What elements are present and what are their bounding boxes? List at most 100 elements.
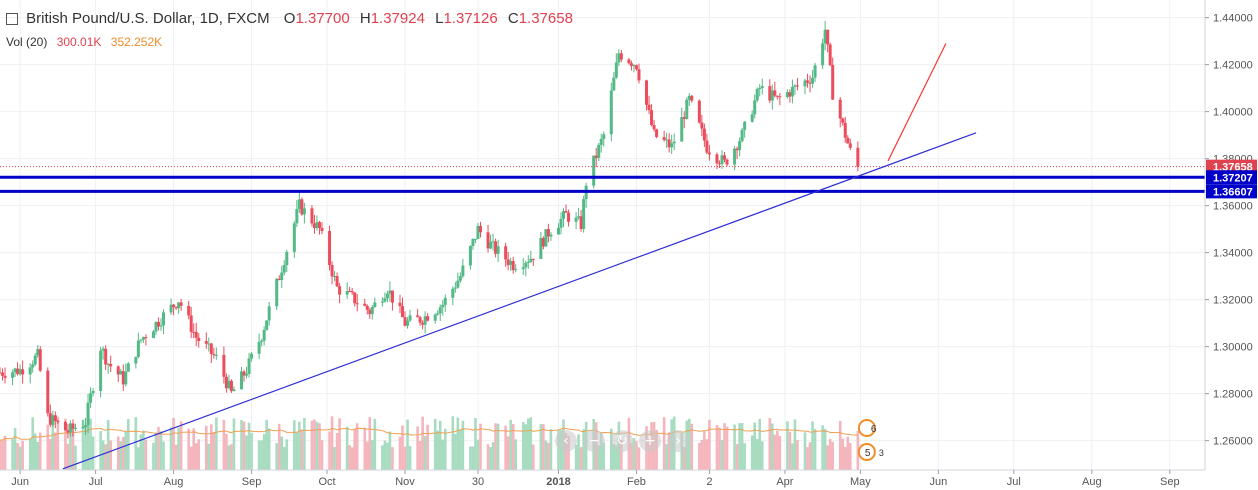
candle-body: [257, 341, 261, 354]
volume-bar: [733, 424, 736, 470]
candle-body: [627, 59, 631, 64]
candle-body: [486, 232, 490, 249]
candle-body: [753, 100, 757, 115]
volume-bar: [577, 434, 580, 470]
volume-bar: [708, 419, 711, 470]
volume-bar: [720, 440, 724, 470]
time-tick-label: Oct: [318, 476, 335, 488]
trendline: [887, 43, 947, 162]
volume-bar: [348, 445, 351, 470]
volume-bar: [597, 445, 601, 470]
volume-bar: [474, 417, 477, 470]
volume-bar: [740, 423, 744, 470]
volume-bar: [247, 422, 251, 470]
volume-bar: [514, 439, 518, 470]
volume-bar: [451, 416, 455, 470]
volume-bar: [599, 432, 603, 470]
volume-bar: [66, 443, 70, 470]
candle-body: [478, 225, 482, 233]
candle-body: [687, 95, 691, 100]
extra-event-count: 3: [879, 448, 884, 458]
volume-bar: [31, 417, 35, 470]
candle-body: [151, 331, 155, 339]
candle-body: [665, 139, 669, 141]
candle-body: [71, 423, 75, 429]
candle-body: [169, 304, 173, 313]
candle-body: [421, 322, 425, 325]
candle-body: [189, 315, 193, 332]
volume-bar: [303, 418, 306, 470]
volume-bar: [227, 445, 231, 470]
volume-bar: [803, 432, 807, 470]
us-flag-icon: [857, 443, 876, 461]
candle-body: [473, 238, 477, 240]
candle-body: [363, 303, 367, 306]
scroll-left-icon[interactable]: ‹: [555, 430, 577, 452]
financial-instrument-icon[interactable]: [6, 13, 18, 26]
volume-bar: [574, 444, 578, 470]
zoom-out-icon[interactable]: −: [583, 430, 605, 452]
volume-bar: [791, 443, 794, 470]
candle-body: [141, 337, 145, 340]
volume-bar: [18, 446, 22, 470]
volume-bar: [212, 432, 216, 470]
candle-body: [655, 129, 659, 138]
volume-bar: [529, 417, 533, 470]
volume-bar: [504, 425, 507, 470]
volume-bar: [242, 421, 246, 470]
candle-body: [579, 216, 583, 230]
candle-body: [735, 148, 739, 151]
volume-bar: [365, 441, 369, 470]
candle-body: [53, 415, 57, 421]
time-tick-label: Sep: [1160, 476, 1180, 488]
volume-bar: [368, 417, 372, 470]
candle-body: [297, 199, 301, 209]
volume-bar: [159, 431, 163, 470]
volume-bar: [225, 433, 228, 470]
candle-body: [403, 317, 407, 326]
volume-bar: [489, 446, 492, 470]
volume-bar: [848, 442, 852, 470]
candle-body: [511, 261, 515, 271]
volume-bar: [690, 423, 694, 470]
candle-body: [300, 199, 304, 215]
candle-body: [18, 369, 22, 375]
candle-body: [599, 138, 603, 145]
volume-bar: [771, 423, 774, 470]
scroll-right-icon[interactable]: ›: [667, 430, 689, 452]
candle-body: [556, 227, 560, 235]
candle-body: [260, 340, 264, 342]
candle-body: [31, 364, 35, 368]
candle-body: [494, 241, 498, 254]
candle-body: [438, 307, 442, 314]
candle-body: [521, 267, 525, 270]
candle-body: [209, 343, 213, 354]
volume-bar: [142, 430, 145, 470]
volume-bar: [89, 418, 92, 470]
volume-bar: [16, 443, 19, 470]
candle-body: [564, 211, 568, 213]
candle-body: [197, 337, 201, 342]
volume-bar: [511, 423, 515, 470]
candle-body: [838, 99, 842, 119]
candle-body: [821, 43, 825, 66]
candle-body: [443, 297, 447, 305]
volume-bar: [469, 446, 472, 470]
zoom-in-icon[interactable]: +: [639, 430, 661, 452]
volume-bar: [479, 423, 482, 470]
volume-bar: [443, 428, 447, 470]
volume-bar: [74, 445, 77, 470]
candle-body: [582, 199, 586, 230]
candle-body: [612, 77, 616, 91]
candle-body: [609, 90, 613, 135]
reset-icon[interactable]: ↻: [611, 430, 633, 452]
volume-bar: [33, 433, 37, 470]
candle-body: [514, 269, 518, 271]
candle-body: [136, 340, 140, 357]
volume-bar: [169, 427, 173, 470]
symbol-title: British Pound/U.S. Dollar, 1D, FXCM: [26, 10, 270, 27]
candle-body: [355, 303, 359, 305]
candle-body: [567, 212, 571, 222]
